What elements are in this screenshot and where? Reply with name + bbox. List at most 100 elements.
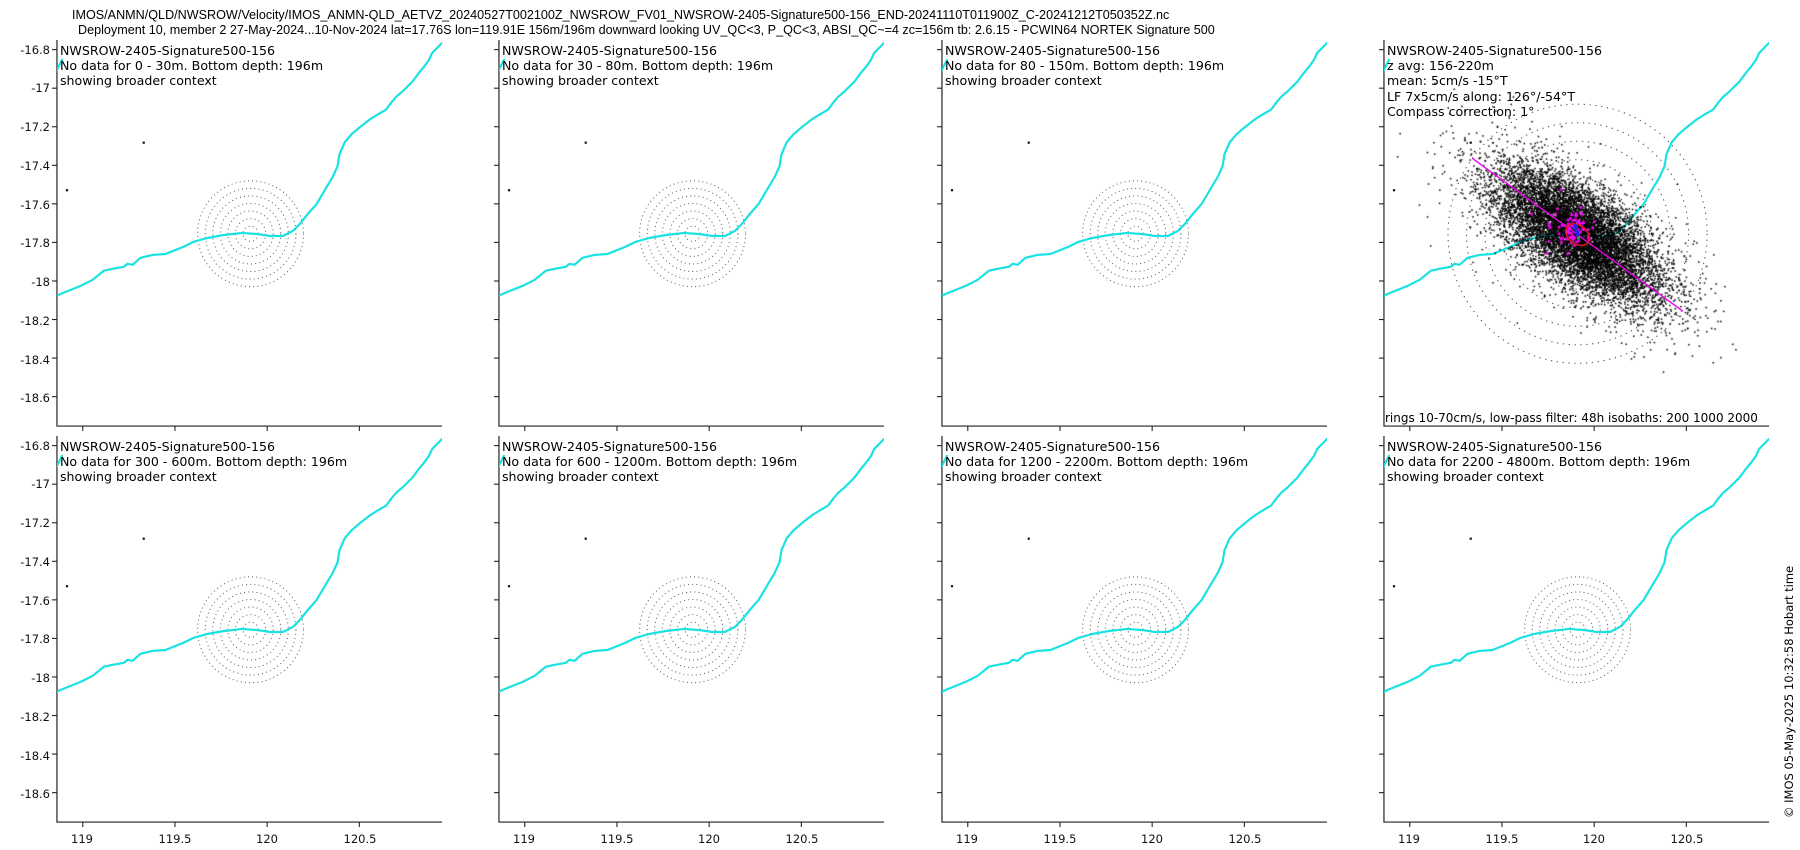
y-tick-label: -17.8 (20, 632, 50, 647)
axis-spines (941, 39, 1328, 427)
x-tick-label: 119 (1398, 832, 1420, 846)
panel-nodata-map: NWSROW-2405-Signature500-156 No data for … (1378, 435, 1770, 846)
panel-info-line: No data for 2200 - 4800m. Bottom depth: … (1387, 454, 1691, 470)
coastline (941, 437, 1328, 693)
x-tick-label: 119.5 (1485, 832, 1519, 846)
tick-marks (1378, 445, 1687, 828)
tick-marks (493, 49, 802, 432)
y-tick-label: -18.6 (20, 787, 50, 802)
panel-text-block: NWSROW-2405-Signature500-156 No data for … (945, 43, 1224, 89)
coastline-nw-segment (56, 454, 64, 468)
y-tick-label: -17.2 (20, 516, 50, 531)
tick-marks (51, 49, 360, 432)
panel-nodata-map: NWSROW-2405-Signature500-156 No data for … (936, 435, 1328, 846)
axis-spines (1383, 435, 1770, 823)
coastline-nw-segment (941, 58, 949, 72)
figure-title-line2: Deployment 10, member 2 27-May-2024...10… (78, 23, 1215, 37)
panel-info-line: No data for 600 - 1200m. Bottom depth: 1… (502, 454, 798, 470)
x-tick-label: 120.5 (785, 832, 819, 846)
panel-nodata-map: NWSROW-2405-Signature500-156 No data for … (20, 39, 443, 432)
coastline-nw-segment (498, 58, 506, 72)
island-dot (584, 537, 587, 540)
island-dot (65, 585, 69, 588)
map-svg (51, 39, 443, 432)
axis-spines (941, 435, 1328, 823)
x-tick-label: 119.5 (1043, 832, 1077, 846)
x-tick-label: 120.5 (343, 832, 377, 846)
x-tick-label: 119 (71, 832, 93, 846)
velocity-overlay (1471, 157, 1684, 312)
panel-title: NWSROW-2405-Signature500-156 (945, 43, 1160, 58)
y-tick-label: -16.8 (20, 438, 50, 453)
island-dot (507, 585, 511, 588)
panel-info-line: showing broader context (945, 469, 1102, 485)
x-tick-label: 120 (1141, 832, 1163, 846)
island-dot (584, 141, 587, 144)
coastline-nw-segment (1383, 454, 1391, 468)
y-tick-label: -18.4 (20, 748, 50, 763)
map-svg (1378, 435, 1770, 828)
coastline (56, 41, 443, 297)
coastline (498, 437, 885, 693)
island-dot (507, 189, 511, 192)
map-svg (51, 435, 443, 828)
panel-title: NWSROW-2405-Signature500-156 (1387, 439, 1602, 454)
island-dot (142, 537, 145, 540)
panel-title: NWSROW-2405-Signature500-156 (502, 43, 717, 58)
coastline-nw-segment (56, 58, 64, 72)
panel-text-block: NWSROW-2405-Signature500-156 No data for … (502, 439, 797, 485)
x-tick-label: 120.5 (1670, 832, 1704, 846)
coastline-nw-segment (498, 454, 506, 468)
x-tick-label: 120 (698, 832, 720, 846)
panel-nodata-map: NWSROW-2405-Signature500-156 No data for … (493, 39, 885, 432)
island-dot (65, 189, 69, 192)
panel-info-line: showing broader context (1387, 469, 1544, 485)
panel-info-line: showing broader context (502, 469, 659, 485)
y-tick-label: -17.6 (20, 197, 50, 212)
island-dot (950, 585, 954, 588)
panel-nodata-map: NWSROW-2405-Signature500-156 No data for … (493, 435, 885, 846)
axis-spines (498, 435, 885, 823)
y-tick-label: -18 (31, 671, 50, 686)
y-tick-label: -17.4 (20, 158, 50, 173)
map-svg (936, 39, 1328, 432)
panel-info-line: showing broader context (502, 73, 659, 89)
map-svg (493, 39, 885, 432)
tick-marks (936, 445, 1245, 828)
axis-spines (498, 39, 885, 427)
panel-nodata-map: NWSROW-2405-Signature500-156 No data for … (20, 435, 443, 846)
panel-info-line: No data for 80 - 150m. Bottom depth: 196… (945, 58, 1225, 74)
panel-info-line: No data for 300 - 600m. Bottom depth: 19… (60, 454, 348, 470)
y-tick-label: -16.8 (20, 42, 50, 57)
y-tick-label: -18 (31, 275, 50, 290)
panel-info-line: No data for 0 - 30m. Bottom depth: 196m (60, 58, 324, 74)
coastline (56, 437, 443, 693)
panel-velocity-scatter: NWSROW-2405-Signature500-156z avg: 156-2… (1378, 39, 1770, 432)
island-dot (142, 141, 145, 144)
tick-marks (51, 445, 360, 828)
coastline-nw-segment (941, 454, 949, 468)
coastline (498, 41, 885, 297)
x-tick-label: 120.5 (1228, 832, 1262, 846)
panel-nodata-map: NWSROW-2405-Signature500-156 No data for … (936, 39, 1328, 432)
panel-info-line: No data for 1200 - 2200m. Bottom depth: … (945, 454, 1249, 470)
coastline (1383, 437, 1770, 693)
island-dot (1469, 537, 1472, 540)
axis-spines (56, 39, 443, 427)
y-tick-label: -18.4 (20, 352, 50, 367)
mooring-center-dot (1577, 236, 1581, 240)
map-svg (936, 435, 1328, 828)
x-tick-label: 119.5 (158, 832, 192, 846)
panel-title: NWSROW-2405-Signature500-156 (502, 439, 717, 454)
mean-current-arrow (1573, 223, 1580, 237)
panel-text-block: NWSROW-2405-Signature500-156 No data for … (60, 43, 323, 89)
panel-info-line: showing broader context (945, 73, 1102, 89)
y-tick-label: -17.4 (20, 554, 50, 569)
x-tick-label: 119 (956, 832, 978, 846)
panel-info-line: No data for 30 - 80m. Bottom depth: 196m (502, 58, 774, 74)
x-tick-label: 120 (1583, 832, 1605, 846)
panel-text-block: NWSROW-2405-Signature500-156 No data for … (945, 439, 1248, 485)
y-tick-label: -17 (31, 81, 50, 96)
y-tick-label: -17.6 (20, 593, 50, 608)
